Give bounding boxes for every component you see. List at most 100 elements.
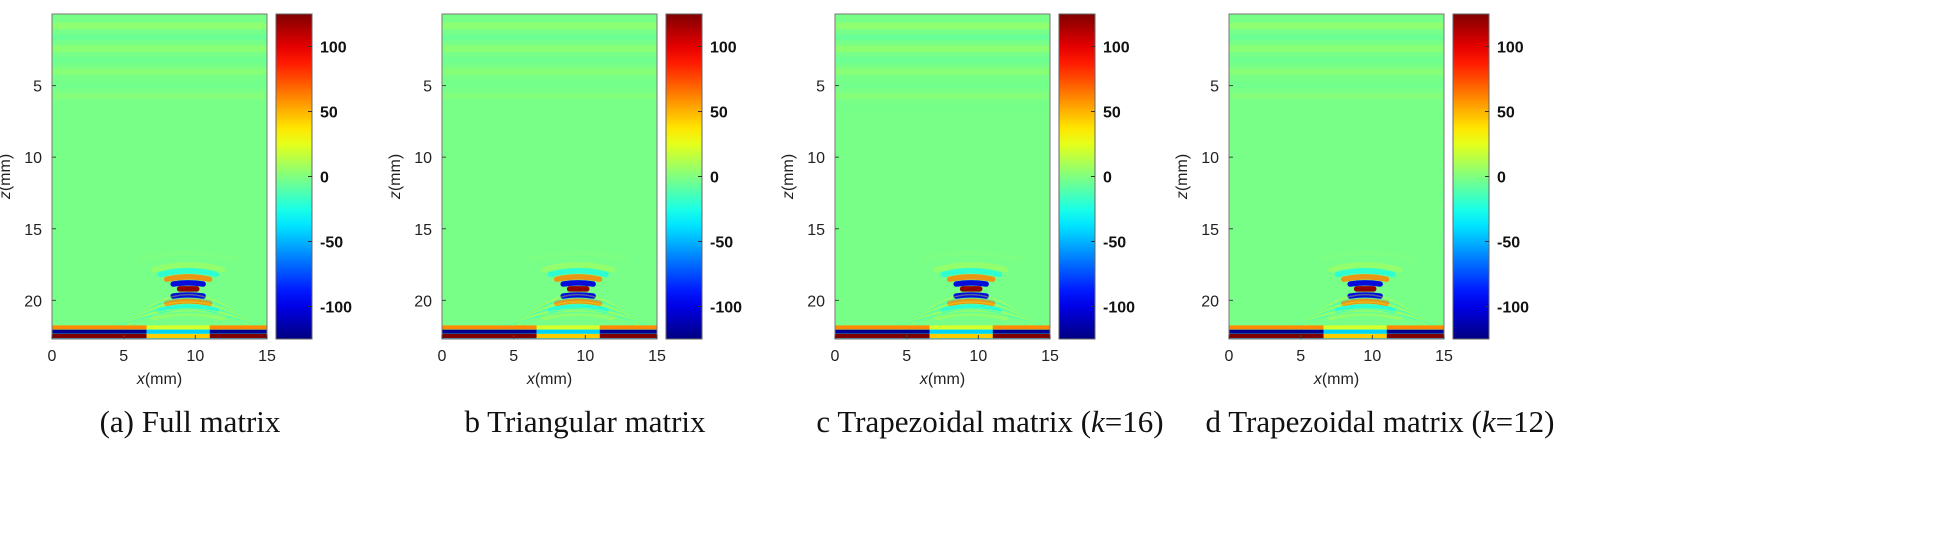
x-tick-label: 0 [48, 348, 57, 365]
diffraction-arc [499, 311, 657, 330]
plot-frame [441, 13, 658, 340]
y-axis-label: z(mm) [780, 154, 797, 200]
colorbar-tick-label: 100 [1103, 40, 1130, 57]
backwall-echo-stripe [442, 325, 537, 330]
backwall-echo-stripe [835, 333, 930, 338]
defect-echo-arc [138, 250, 239, 263]
noise-band [1229, 81, 1444, 88]
noise-band [442, 45, 657, 52]
colorbar-tick-label: -50 [1497, 235, 1520, 252]
y-tick-label: 15 [1201, 222, 1219, 239]
backwall-shadow-stripe [536, 329, 600, 334]
noise-band [442, 34, 657, 41]
y-tick-label: 5 [33, 79, 42, 96]
y-tick-label: 15 [414, 222, 432, 239]
noise-band [835, 68, 1050, 75]
defect-echo-arc [1315, 322, 1416, 335]
noise-band [442, 105, 657, 113]
x-tick-label: 5 [1296, 348, 1305, 365]
x-tick-label: 15 [1435, 348, 1453, 365]
defect-echo-arc [1347, 292, 1383, 299]
defect-echo-arc [534, 256, 622, 268]
x-tick-label: 10 [969, 348, 987, 365]
defect-echo-arc [946, 274, 996, 282]
diffraction-arc [1294, 301, 1436, 330]
x-tick-label: 10 [576, 348, 594, 365]
diffraction-arc [1297, 297, 1434, 330]
colorbar-tick-label: 50 [710, 105, 728, 122]
defect-echo-arc [151, 262, 226, 273]
diffraction-arc [507, 301, 649, 330]
y-axis-label: z(mm) [1174, 154, 1191, 200]
noise-band [835, 22, 1050, 30]
noise-band [1229, 68, 1444, 75]
defect-echo-arc [170, 292, 206, 299]
colorbar-tick-label: 100 [1497, 40, 1524, 57]
heatmap-panel: 0 5 10 15 5 10 15 20 x(mm) z(mm) 100 50 0 -50 -100 [387, 13, 742, 388]
plot-frame [51, 13, 268, 340]
defect-echo-arc [1321, 256, 1409, 268]
noise-band [52, 105, 267, 113]
amplitude-field [442, 14, 657, 339]
field-background [1229, 14, 1444, 339]
diffraction-arc [897, 304, 1045, 330]
colorbar [1452, 13, 1490, 340]
amplitude-field [1229, 14, 1444, 339]
defect-echo-arc [547, 268, 609, 278]
defect-echo-arc [560, 280, 596, 287]
diffraction-arc [892, 311, 1050, 330]
x-tick-label: 5 [509, 348, 518, 365]
noise-band [1229, 105, 1444, 113]
backwall-shadow-stripe [146, 329, 210, 334]
backwall-echo-stripe [52, 329, 147, 334]
defect-echo-arc [144, 256, 232, 268]
colorbar-tick-label: -100 [1103, 300, 1135, 317]
backwall-shadow-stripe [1323, 325, 1387, 330]
noise-band [442, 68, 657, 75]
defect-echo-arc [144, 316, 232, 328]
plot-frame [1228, 13, 1445, 340]
defect-echo-arc [157, 268, 219, 278]
defect-echo-arc [934, 310, 1009, 321]
backwall-shadow-stripe [929, 325, 993, 330]
colorbar [1058, 13, 1096, 340]
backwall-echo-stripe [442, 333, 537, 338]
diffraction-arc [120, 297, 257, 330]
panel-caption: (a) Full matrix [100, 404, 281, 439]
diffraction-arc [501, 308, 655, 330]
heatmap-panel: 0 5 10 15 5 10 15 20 x(mm) z(mm) 100 50 0 -50 -100 [780, 13, 1135, 388]
defect-echo-arc [170, 280, 206, 287]
colorbar-tick-label: -100 [1497, 300, 1529, 317]
defect-echo-arc [163, 274, 213, 282]
plot-frame [834, 13, 1051, 340]
colorbar-tick-label: 50 [320, 105, 338, 122]
noise-band [835, 45, 1050, 52]
diffraction-arc [117, 301, 259, 330]
diffraction-arc [894, 308, 1048, 330]
x-tick-label: 5 [902, 348, 911, 365]
x-axis-label: x(mm) [919, 371, 965, 388]
colorbar-tick-label: 50 [1103, 105, 1121, 122]
diffraction-arc [510, 297, 647, 330]
defect-echo-arc [1347, 280, 1383, 287]
x-axis-label: x(mm) [526, 371, 572, 388]
x-tick-label: 5 [119, 348, 128, 365]
y-tick-label: 10 [1201, 150, 1219, 167]
colorbar-tick-label: -100 [710, 300, 742, 317]
panel-caption: c Trapezoidal matrix (k=16) [816, 404, 1163, 439]
defect-echo-arc [921, 250, 1022, 263]
y-tick-label: 20 [414, 293, 432, 310]
y-tick-label: 5 [423, 79, 432, 96]
field-background [52, 14, 267, 339]
defect-echo-arc [1340, 298, 1390, 307]
defect-echo-arc [560, 292, 596, 299]
noise-band [442, 92, 657, 100]
noise-band [835, 105, 1050, 113]
noise-band [835, 92, 1050, 100]
backwall-echo-stripe [1229, 329, 1324, 334]
noise-band [442, 81, 657, 88]
backwall-shadow-stripe [929, 329, 993, 334]
x-tick-label: 0 [831, 348, 840, 365]
x-axis-label: x(mm) [1313, 371, 1359, 388]
